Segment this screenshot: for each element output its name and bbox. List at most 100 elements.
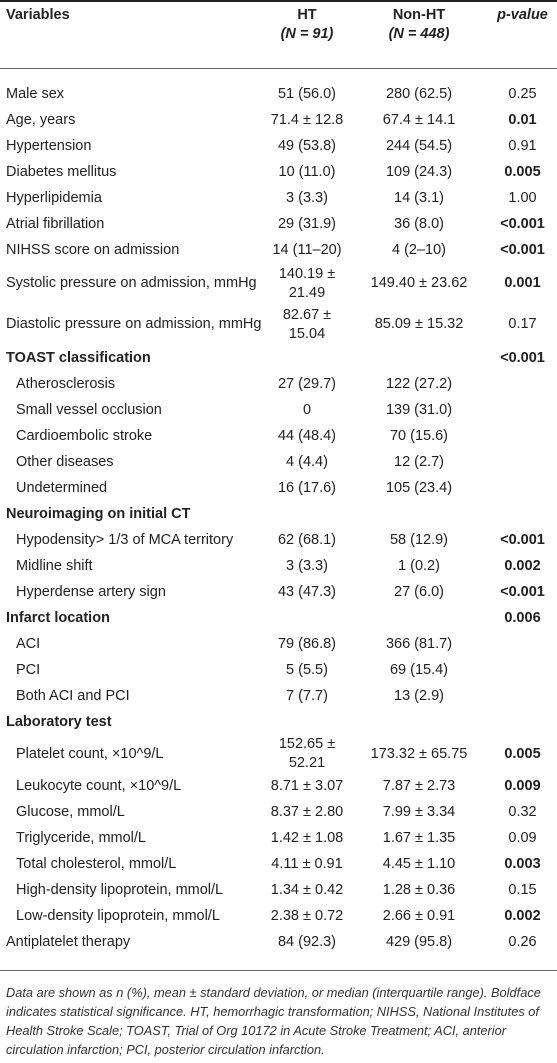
- non-ht-value: 1.28 ± 0.36: [382, 881, 456, 898]
- non-ht-value: 244 (54.5): [385, 137, 453, 154]
- ht-value: 62 (68.1): [277, 531, 337, 548]
- section-title: TOAST classification: [6, 349, 151, 366]
- ht-value: 8.71 ± 3.07: [270, 777, 344, 794]
- header-p-value: p-value: [497, 7, 548, 23]
- p-value: <0.001: [500, 349, 545, 366]
- infarct-row: Both ACI and PCI 7 (7.7) 13 (2.9): [0, 683, 557, 709]
- ht-value: 16 (17.6): [277, 479, 337, 496]
- non-ht-value: 366 (81.7): [385, 635, 453, 652]
- p-value: 0.91: [508, 137, 537, 154]
- lab-row: Leukocyte count, ×10^9/L 8.71 ± 3.07 7.87 …: [0, 773, 557, 799]
- table-row: Systolic pressure on admission, mmHg 140.…: [0, 263, 557, 304]
- p-value: [488, 371, 557, 397]
- row-label: Other diseases: [16, 453, 114, 470]
- non-ht-value: 36 (8.0): [394, 215, 444, 232]
- ht-value: 140.19 ± 21.49: [278, 265, 336, 301]
- table-footnote: Data are shown as n (%), mean ± standard…: [6, 985, 541, 1057]
- p-value: 0.09: [508, 829, 537, 846]
- header-variables: Variables: [6, 7, 70, 23]
- ht-value: 4 (4.4): [286, 453, 328, 470]
- non-ht-value: 1 (0.2): [398, 557, 440, 574]
- table-row: Age, years 71.4 ± 12.8 67.4 ± 14.1 0.01: [0, 107, 557, 133]
- row-label: Both ACI and PCI: [16, 687, 130, 704]
- non-ht-value: 109 (24.3): [385, 163, 453, 180]
- section-laboratory: Laboratory test: [0, 709, 557, 735]
- header-rule: [0, 68, 557, 69]
- table-row: Diastolic pressure on admission, mmHg 82.…: [0, 304, 557, 345]
- lab-row: Low-density lipoprotein, mmol/L 2.38 ± 0.…: [0, 903, 557, 929]
- top-rule: [0, 0, 557, 2]
- lab-row: High-density lipoprotein, mmol/L 1.34 ± 0…: [0, 877, 557, 903]
- ht-value: 10 (11.0): [278, 163, 336, 180]
- section-infarct: Infarct location 0.006: [0, 605, 557, 631]
- ht-value: 79 (86.8): [277, 635, 337, 652]
- ht-value: 1.42 ± 1.08: [270, 829, 344, 846]
- ht-value: 152.65 ± 52.21: [278, 736, 336, 771]
- non-ht-value: 4 (2–10): [391, 241, 446, 258]
- row-label: Platelet count, ×10^9/L: [16, 745, 164, 762]
- non-ht-value: 139 (31.0): [385, 401, 453, 418]
- non-ht-value: [350, 345, 488, 371]
- p-value: <0.001: [500, 583, 545, 600]
- data-table-body: Male sex 51 (56.0) 280 (62.5) 0.25 Age, year…: [0, 81, 557, 955]
- non-ht-value: 70 (15.6): [389, 427, 449, 444]
- row-label: Cardioembolic stroke: [16, 427, 153, 444]
- non-ht-value: 122 (27.2): [385, 375, 453, 392]
- neuro-row: Hyperdense artery sign 43 (47.3) 27 (6.0) <…: [0, 579, 557, 605]
- infarct-row: ACI 79 (86.8) 366 (81.7): [0, 631, 557, 657]
- row-label: ACI: [16, 635, 41, 652]
- ht-value: 43 (47.3): [277, 583, 337, 600]
- table-row: Antiplatelet therapy 84 (92.3) 429 (95.8) 0…: [0, 929, 557, 955]
- non-ht-value: 149.40 ± 23.62: [370, 275, 468, 291]
- section-title: Neuroimaging on initial CT: [6, 505, 191, 522]
- row-label: NIHSS score on admission: [6, 241, 180, 258]
- non-ht-value: 7.87 ± 2.73: [382, 777, 456, 794]
- p-value: [488, 449, 557, 475]
- lab-row: Total cholesterol, mmol/L 4.11 ± 0.91 4.45…: [0, 851, 557, 877]
- non-ht-value: 58 (12.9): [389, 531, 449, 548]
- ht-value: [264, 345, 350, 371]
- p-value: [488, 475, 557, 501]
- non-ht-value: [350, 605, 488, 631]
- p-value: 0.002: [504, 907, 541, 924]
- ht-value: 49 (53.8): [277, 137, 337, 154]
- toast-row: Cardioembolic stroke 44 (48.4) 70 (15.6): [0, 423, 557, 449]
- p-value: <0.001: [500, 531, 545, 548]
- p-value: 1.00: [508, 189, 537, 206]
- header-ht-label: HT: [297, 7, 317, 23]
- ht-value: 3 (3.3): [286, 189, 328, 206]
- non-ht-value: 2.66 ± 0.91: [382, 907, 456, 924]
- p-value: 0.32: [508, 803, 537, 820]
- p-value: <0.001: [500, 215, 545, 232]
- p-value: 0.25: [508, 85, 537, 102]
- ht-value: 51 (56.0): [277, 85, 337, 102]
- lab-row: Triglyceride, mmol/L 1.42 ± 1.08 1.67 ± 1.…: [0, 825, 557, 851]
- p-value: [488, 657, 557, 683]
- ht-value: 14 (11–20): [272, 241, 342, 258]
- header-non-ht-n: (N = 448): [388, 26, 450, 42]
- row-label: Total cholesterol, mmol/L: [16, 855, 177, 872]
- table-row: Hypertension 49 (53.8) 244 (54.5) 0.91: [0, 133, 557, 159]
- bottom-rule: [0, 970, 557, 971]
- row-label: Glucose, mmol/L: [16, 803, 125, 820]
- p-value: 0.17: [508, 316, 537, 332]
- p-value: [488, 397, 557, 423]
- row-label: High-density lipoprotein, mmol/L: [16, 881, 224, 898]
- row-label: PCI: [16, 661, 41, 678]
- p-value: 0.001: [504, 275, 541, 291]
- row-label: Age, years: [6, 111, 76, 128]
- p-value: 0.003: [504, 855, 541, 872]
- p-value: 0.005: [504, 163, 541, 180]
- ht-value: 82.67 ± 15.04: [282, 306, 332, 342]
- toast-row: Other diseases 4 (4.4) 12 (2.7): [0, 449, 557, 475]
- p-value: [488, 423, 557, 449]
- non-ht-value: 67.4 ± 14.1: [382, 111, 456, 128]
- row-label: Undetermined: [16, 479, 108, 496]
- row-label: Hyperdense artery sign: [16, 583, 166, 600]
- table-row: Hyperlipidemia 3 (3.3) 14 (3.1) 1.00: [0, 185, 557, 211]
- row-label: Hyperlipidemia: [6, 189, 102, 206]
- non-ht-value: 105 (23.4): [385, 479, 453, 496]
- row-label: Hypertension: [6, 137, 92, 154]
- ht-value: 8.37 ± 2.80: [270, 803, 344, 820]
